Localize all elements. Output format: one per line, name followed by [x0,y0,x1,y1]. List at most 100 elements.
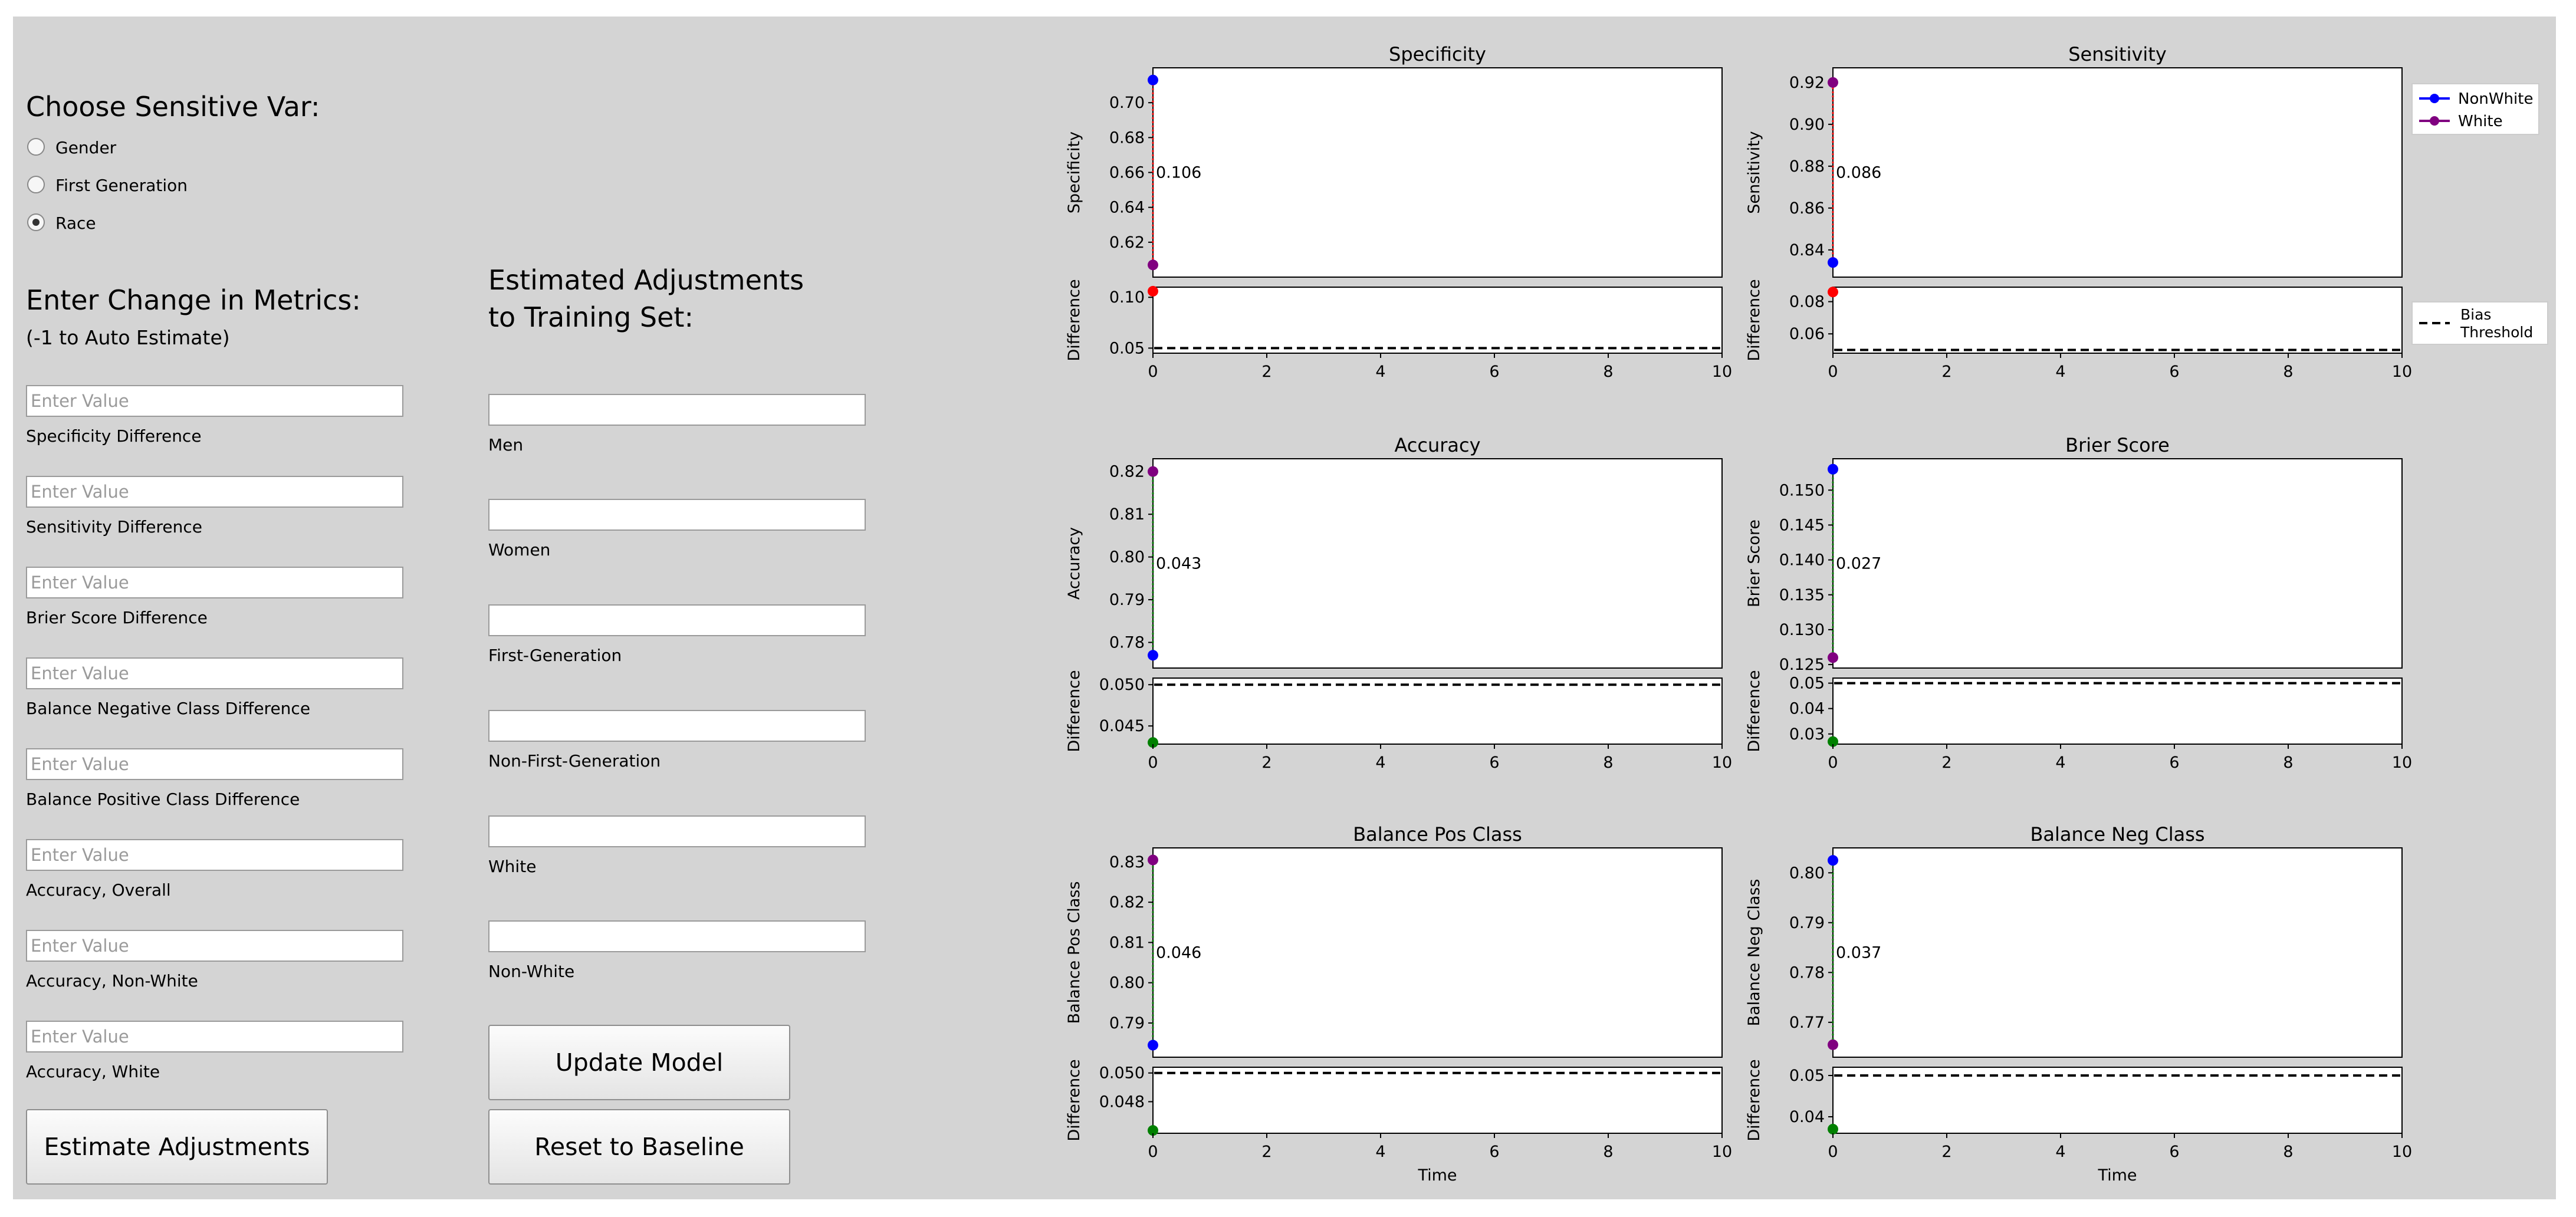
diff-y-tick-label: 0.10 [1109,288,1145,307]
gap-value-label: 0.043 [1156,555,1201,573]
accuracy-non-white-label: Accuracy, Non-White [26,971,198,991]
x-tick-label: 10 [2392,754,2412,772]
chart-accuracy: Accuracy 0.78 0.79 0.80 0.81 0.82 Accuracy 0.04… [1065,434,1732,772]
main-plot-area [1152,847,1723,1058]
x-tick-label: 6 [1489,1143,1499,1161]
brier-score-difference-label: Brier Score Difference [26,608,208,627]
difference-point [1828,1124,1838,1134]
difference-point [1148,737,1158,748]
y-tick-label: 0.88 [1789,157,1825,176]
diff-y-tick-label: 0.048 [1099,1093,1145,1111]
group-legend: NonWhite White [2411,83,2539,135]
difference-plot-area [1832,1067,2403,1134]
x-tick-label: 4 [2055,363,2065,381]
y-tick-label: 0.80 [1109,548,1145,567]
accuracy-non-white-input[interactable] [26,930,403,962]
chart-title: Balance Neg Class [2030,823,2204,846]
update-model-button[interactable]: Update Model [488,1025,790,1100]
x-axis-label: Time [2097,1166,2137,1185]
reset-to-baseline-button[interactable]: Reset to Baseline [488,1109,790,1185]
men-label: Men [488,435,524,455]
accuracy-overall-input[interactable] [26,839,403,871]
y-tick-label: 0.82 [1109,463,1145,481]
specificity-difference-label: Specificity Difference [26,426,202,446]
x-tick-label: 6 [2169,754,2179,772]
diff-y-tick-label: 0.05 [1109,339,1145,357]
chart-brier-score: Brier Score 0.125 0.130 0.135 0.140 0.145 0.15… [1745,434,2412,772]
legend-box [2411,83,2539,135]
accuracy-overall-label: Accuracy, Overall [26,880,171,900]
estimate-adjustments-button[interactable]: Estimate Adjustments [26,1109,328,1185]
y-tick-label: 0.80 [1109,974,1145,992]
y-tick-label: 0.86 [1789,199,1825,218]
difference-point [1148,1125,1158,1136]
x-tick-label: 2 [1261,754,1271,772]
first-generation-output[interactable] [488,604,866,636]
metrics-title: Enter Change in Metrics: [26,284,361,316]
accuracy-white-label: Accuracy, White [26,1062,160,1081]
white-output[interactable] [488,815,866,847]
non-first-generation-output[interactable] [488,710,866,742]
x-tick-label: 10 [1712,1143,1732,1161]
women-output[interactable] [488,499,866,531]
chart-title: Specificity [1389,43,1486,65]
x-tick-label: 4 [1375,754,1385,772]
y-tick-label: 0.79 [1789,914,1825,932]
nonwhite-point [1148,74,1158,85]
sensitivity-difference-label: Sensitivity Difference [26,517,203,537]
balance-positive-class-input[interactable] [26,748,403,780]
y-tick-label: 0.92 [1789,74,1825,92]
men-output[interactable] [488,394,866,426]
radio-first-generation-label[interactable]: First Generation [55,176,188,195]
y-tick-label: 0.82 [1109,893,1145,912]
legend-marker [2430,94,2439,103]
white-label: White [488,857,537,876]
chart-title: Balance Pos Class [1353,823,1522,846]
gap-value-label: 0.037 [1836,944,1881,962]
nonwhite-point [1148,1040,1158,1051]
main-plot-area [1152,458,1723,669]
x-tick-label: 0 [1148,1143,1158,1161]
y-tick-label: 0.79 [1109,1014,1145,1032]
difference-plot-area [1832,677,2403,745]
x-tick-label: 8 [1603,1143,1613,1161]
x-tick-label: 10 [1712,363,1732,381]
accuracy-white-input[interactable] [26,1021,403,1052]
x-tick-label: 4 [2055,754,2065,772]
chart-title: Brier Score [2065,434,2170,456]
radio-first-generation[interactable] [27,176,45,193]
nonwhite-point [1148,650,1158,661]
y-tick-label: 0.81 [1109,505,1145,524]
y-axis-label: Sensitivity [1745,131,1763,214]
gap-value-label: 0.027 [1836,555,1881,573]
white-point [1148,854,1158,866]
diff-y-axis-label: Difference [1065,670,1083,752]
y-axis-label: Balance Pos Class [1065,881,1083,1024]
nonwhite-point [1828,463,1838,475]
difference-point [1148,285,1158,297]
x-tick-label: 0 [1148,754,1158,772]
non-white-output[interactable] [488,920,866,952]
y-tick-label: 0.130 [1779,621,1825,639]
radio-race[interactable] [27,213,45,231]
y-tick-label: 0.64 [1109,199,1145,217]
y-tick-label: 0.70 [1109,94,1145,112]
x-tick-label: 2 [1261,1143,1271,1161]
y-tick-label: 0.150 [1779,481,1825,499]
diff-y-axis-label: Difference [1065,279,1083,361]
diff-y-tick-label: 0.050 [1099,1064,1145,1083]
radio-gender[interactable] [27,138,45,156]
difference-point [1828,287,1838,298]
y-tick-label: 0.77 [1789,1014,1825,1032]
brier-score-difference-input[interactable] [26,567,403,598]
difference-plot-area [1152,287,1723,354]
sensitivity-difference-input[interactable] [26,476,403,508]
radio-race-label[interactable]: Race [55,213,96,233]
balance-negative-class-input[interactable] [26,657,403,689]
x-tick-label: 10 [2392,1143,2412,1161]
radio-gender-label[interactable]: Gender [55,138,117,157]
diff-y-axis-label: Difference [1745,279,1763,361]
x-tick-label: 8 [2283,363,2293,381]
specificity-difference-input[interactable] [26,385,403,417]
diff-y-tick-label: 0.05 [1789,675,1825,693]
